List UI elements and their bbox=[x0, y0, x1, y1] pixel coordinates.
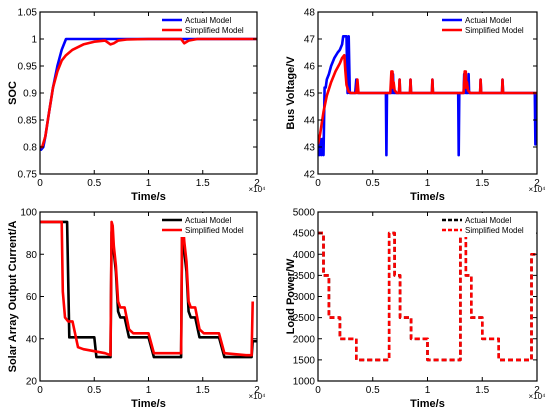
y-tick-label: 44 bbox=[304, 116, 316, 127]
y-axis-label: SOC bbox=[7, 81, 19, 105]
series-line-1 bbox=[318, 35, 537, 157]
legend-label-1: Actual Model bbox=[465, 216, 511, 225]
y-tick-label: 2000 bbox=[293, 334, 316, 345]
y-tick-label: 48 bbox=[304, 8, 316, 19]
y-tick-label: 80 bbox=[26, 250, 38, 261]
x-multiplier: ×10⁴ bbox=[528, 392, 546, 401]
series-line-2 bbox=[40, 37, 257, 149]
legend-box bbox=[158, 13, 256, 37]
legend-label-2: Simplified Model bbox=[185, 226, 244, 235]
y-tick-label: 1 bbox=[31, 35, 37, 46]
x-tick-label: 1.5 bbox=[475, 385, 489, 396]
series-line-1 bbox=[40, 37, 257, 151]
x-tick-label: 1.5 bbox=[475, 178, 489, 189]
y-tick-label: 5000 bbox=[293, 208, 316, 219]
y-tick-label: 0.95 bbox=[18, 62, 38, 73]
x-multiplier: ×10⁴ bbox=[528, 185, 546, 194]
y-tick-label: 0.85 bbox=[18, 116, 38, 127]
x-tick-label: 0 bbox=[37, 178, 43, 189]
x-multiplier: ×10⁴ bbox=[248, 185, 266, 194]
y-tick-label: 1000 bbox=[293, 377, 316, 388]
y-tick-label: 3500 bbox=[293, 271, 316, 282]
chart-3: 0 0.5 1 1.5 2 20 40 60 80 100 ×10⁴ Time/s Solar Arra… bbox=[7, 208, 266, 411]
y-tick-label: 46 bbox=[304, 62, 316, 73]
x-tick-label: 2 bbox=[254, 385, 260, 396]
series-line-2 bbox=[318, 231, 537, 362]
plot-frame bbox=[317, 211, 538, 382]
y-tick-label: 42 bbox=[304, 170, 316, 181]
x-tick-label: 0 bbox=[37, 385, 43, 396]
y-axis-label: Load Power/W bbox=[285, 258, 297, 334]
legend-label-1: Actual Model bbox=[465, 16, 511, 25]
x-tick-label: 1 bbox=[146, 385, 152, 396]
chart-2: 0 0.5 1 1.5 2 42 43 44 45 46 47 48 ×10⁴ Time/s Bus Vol… bbox=[285, 8, 546, 204]
legend-label-2: Simplified Model bbox=[465, 226, 524, 235]
y-tick-label: 0.75 bbox=[18, 170, 38, 181]
y-tick-label: 1500 bbox=[293, 355, 316, 366]
legend-label-1: Actual Model bbox=[185, 16, 231, 25]
y-tick-label: 47 bbox=[304, 35, 316, 46]
y-axis-label: Bus Voltage/V bbox=[285, 56, 297, 130]
x-tick-label: 2 bbox=[534, 385, 540, 396]
y-tick-label: 40 bbox=[26, 334, 38, 345]
x-tick-label: 1.5 bbox=[196, 385, 210, 396]
x-tick-label: 0 bbox=[315, 385, 321, 396]
x-tick-label: 2 bbox=[534, 178, 540, 189]
y-tick-label: 45 bbox=[304, 89, 316, 100]
x-axis-label: Time/s bbox=[131, 398, 166, 410]
x-axis-label: Time/s bbox=[131, 191, 166, 203]
x-axis-label: Time/s bbox=[410, 398, 445, 410]
x-tick-label: 0.5 bbox=[87, 385, 101, 396]
x-tick-label: 1 bbox=[425, 178, 431, 189]
x-axis-label: Time/s bbox=[410, 191, 445, 203]
y-tick-label: 0.8 bbox=[23, 143, 37, 154]
x-tick-label: 1 bbox=[425, 385, 431, 396]
legend-box bbox=[438, 13, 536, 37]
x-tick-label: 2 bbox=[254, 178, 260, 189]
y-tick-label: 0.9 bbox=[23, 89, 37, 100]
x-tick-label: 1.5 bbox=[196, 178, 210, 189]
legend-box bbox=[158, 213, 256, 237]
legend-box bbox=[438, 213, 536, 237]
x-tick-label: 0.5 bbox=[366, 385, 380, 396]
y-tick-label: 3000 bbox=[293, 292, 316, 303]
legend-label-2: Simplified Model bbox=[185, 26, 244, 35]
x-tick-label: 0.5 bbox=[366, 178, 380, 189]
y-tick-label: 4500 bbox=[293, 229, 316, 240]
y-tick-label: 100 bbox=[20, 208, 37, 219]
y-tick-label: 1.05 bbox=[18, 8, 38, 19]
y-axis-label: Solar Array Output Current/A bbox=[7, 221, 19, 373]
legend-label-1: Actual Model bbox=[185, 216, 231, 225]
x-tick-label: 1 bbox=[146, 178, 152, 189]
series-line-1 bbox=[318, 231, 537, 362]
series-line-2 bbox=[40, 220, 254, 357]
y-tick-label: 2500 bbox=[293, 313, 316, 324]
y-tick-label: 60 bbox=[26, 292, 38, 303]
y-tick-label: 43 bbox=[304, 143, 316, 154]
chart-1: 0 0.5 1 1.5 2 0.75 0.8 0.85 0.9 0.95 1 1.05 ×10⁴ Time… bbox=[7, 8, 266, 204]
chart-4: 0 0.5 1 1.5 2 1000 1500 2000 2500 3000 3500 4000 450… bbox=[285, 208, 546, 411]
y-tick-label: 20 bbox=[26, 377, 38, 388]
legend-label-2: Simplified Model bbox=[465, 26, 524, 35]
x-tick-label: 0.5 bbox=[87, 178, 101, 189]
x-tick-label: 0 bbox=[315, 178, 321, 189]
series-line-2 bbox=[318, 53, 537, 145]
y-tick-label: 4000 bbox=[293, 250, 316, 261]
x-multiplier: ×10⁴ bbox=[248, 392, 266, 401]
